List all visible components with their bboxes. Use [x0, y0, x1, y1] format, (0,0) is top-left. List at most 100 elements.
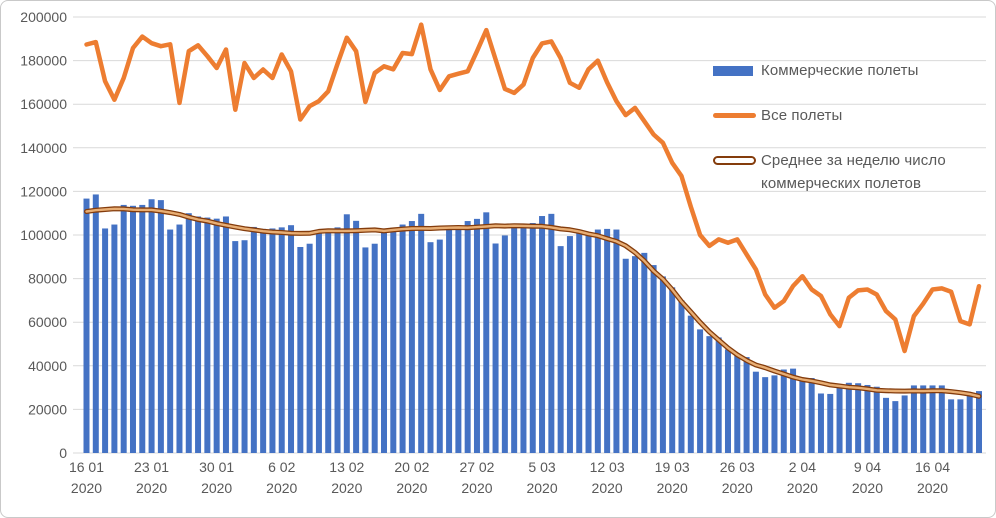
- y-axis-tick-label: 20000: [28, 401, 67, 417]
- commercial-flights-bar: [353, 220, 360, 453]
- commercial-flights-bar: [976, 391, 982, 453]
- commercial-flights-bar: [948, 399, 955, 453]
- commercial-flights-bar: [576, 232, 583, 453]
- commercial-flights-bar: [464, 221, 471, 453]
- commercial-flights-bar: [957, 399, 964, 453]
- commercial-flights-bar: [743, 357, 750, 453]
- commercial-flights-bar: [260, 228, 267, 453]
- commercial-flights-bar: [371, 243, 378, 453]
- commercial-flights-bar: [381, 230, 387, 453]
- x-axis-tick-year-label: 2020: [657, 480, 688, 496]
- x-axis-tick-label: 26 03: [720, 459, 755, 475]
- commercial-flights-bar: [920, 385, 927, 453]
- commercial-flights-bar: [176, 224, 183, 453]
- commercial-flights-bar: [148, 199, 155, 453]
- legend-label-commercial-flights: Коммерческие полеты: [761, 62, 919, 79]
- x-axis-tick-label: 19 03: [655, 459, 690, 475]
- x-axis-tick-year-label: 2020: [787, 480, 818, 496]
- x-axis-tick-year-label: 2020: [461, 480, 492, 496]
- x-axis-tick-label: 9 04: [854, 459, 881, 475]
- commercial-flights-bar: [706, 336, 713, 453]
- commercial-flights-bar: [771, 375, 778, 453]
- commercial-flights-bar: [864, 384, 871, 453]
- commercial-flights-bar: [167, 229, 174, 453]
- commercial-flights-bar: [594, 229, 601, 453]
- commercial-flights-bar: [473, 218, 480, 453]
- commercial-flights-bar: [204, 217, 211, 453]
- x-axis-tick-label: 2 04: [789, 459, 816, 475]
- commercial-flights-bar: [501, 235, 508, 453]
- commercial-flights-bar: [269, 228, 276, 453]
- x-axis-tick-label: 12 03: [590, 459, 625, 475]
- commercial-flights-bar: [929, 385, 936, 453]
- y-axis-tick-label: 180000: [20, 53, 67, 69]
- commercial-flights-bar: [901, 395, 908, 453]
- commercial-flights-bar: [585, 234, 592, 453]
- weekly-average-line-inner: [85, 207, 981, 398]
- commercial-flights-bar: [306, 243, 313, 453]
- legend-item-all-flights: Все полеты: [713, 104, 842, 127]
- commercial-flights-bar: [938, 385, 945, 453]
- x-axis-labels: 16 01 2020 23 01 2020 30 01 2020 6 02 2020 13 02…: [69, 459, 950, 496]
- y-axis-tick-label: 120000: [20, 183, 67, 199]
- commercial-flights-bar: [641, 252, 648, 453]
- commercial-flights-bar: [910, 385, 917, 453]
- x-axis-tick-label: 5 03: [528, 459, 555, 475]
- commercial-flights-bar: [408, 221, 415, 453]
- legend-label-all-flights: Все полеты: [761, 107, 843, 124]
- legend-item-commercial-flights: Коммерческие полеты: [713, 59, 918, 82]
- commercial-flights-bar: [362, 247, 369, 453]
- commercial-flights-bar: [222, 216, 229, 453]
- commercial-flights-bar: [613, 229, 620, 453]
- commercial-flights-bar: [855, 383, 862, 453]
- commercial-flights-bar: [780, 369, 787, 453]
- legend-swatch-all-flights-icon: [713, 113, 756, 118]
- commercial-flights-bar: [892, 401, 899, 453]
- y-axis-tick-label: 140000: [20, 140, 67, 156]
- x-axis-tick-label: 30 01: [199, 459, 234, 475]
- commercial-flights-bar: [250, 226, 257, 453]
- commercial-flights-bar: [232, 241, 239, 453]
- commercial-flights-bar: [697, 329, 704, 453]
- commercial-flights-bar: [483, 212, 490, 453]
- x-axis-tick-year-label: 2020: [526, 480, 557, 496]
- x-axis-tick-label: 6 02: [268, 459, 295, 475]
- commercial-flights-bar: [548, 213, 555, 453]
- legend-item-weekly-average: Среднее за неделю число коммерческих пол…: [713, 149, 966, 195]
- commercial-flights-bar: [139, 204, 146, 453]
- commercial-flights-bar: [687, 315, 694, 453]
- commercial-flights-bar: [873, 386, 880, 453]
- commercial-flights-bar: [129, 205, 136, 453]
- x-axis-tick-label: 13 02: [329, 459, 364, 475]
- commercial-flights-bar: [529, 223, 536, 453]
- commercial-flights-bar: [120, 204, 127, 453]
- commercial-flights-bar: [157, 200, 164, 453]
- y-axis-tick-label: 80000: [28, 271, 67, 287]
- weekly-average-line: [84, 206, 982, 399]
- commercial-flights-bar: [436, 239, 443, 453]
- commercial-flights-bar: [734, 354, 741, 453]
- commercial-flights-bar: [539, 216, 546, 453]
- y-axis-tick-label: 200000: [20, 9, 67, 25]
- commercial-flights-bar: [669, 287, 676, 453]
- commercial-flights-bar: [455, 228, 462, 453]
- commercial-flights-bar: [418, 213, 425, 453]
- commercial-flights-bar: [427, 242, 434, 453]
- commercial-flights-bar: [622, 258, 629, 453]
- commercial-flights-bar: [399, 224, 406, 453]
- commercial-flights-bar: [808, 378, 815, 453]
- y-axis-tick-label: 160000: [20, 96, 67, 112]
- y-axis-tick-label: 60000: [28, 314, 67, 330]
- commercial-flights-bar: [650, 265, 657, 453]
- commercial-flights-bar: [185, 213, 192, 453]
- commercial-flights-bar: [845, 382, 852, 453]
- x-axis-tick-year-label: 2020: [722, 480, 753, 496]
- commercial-flights-bar: [715, 337, 722, 453]
- commercial-flights-bar: [762, 377, 769, 453]
- commercial-flights-bar: [446, 229, 453, 453]
- x-axis-tick-year-label: 2020: [71, 480, 102, 496]
- x-axis-tick-year-label: 2020: [592, 480, 623, 496]
- commercial-flights-bar: [83, 198, 90, 453]
